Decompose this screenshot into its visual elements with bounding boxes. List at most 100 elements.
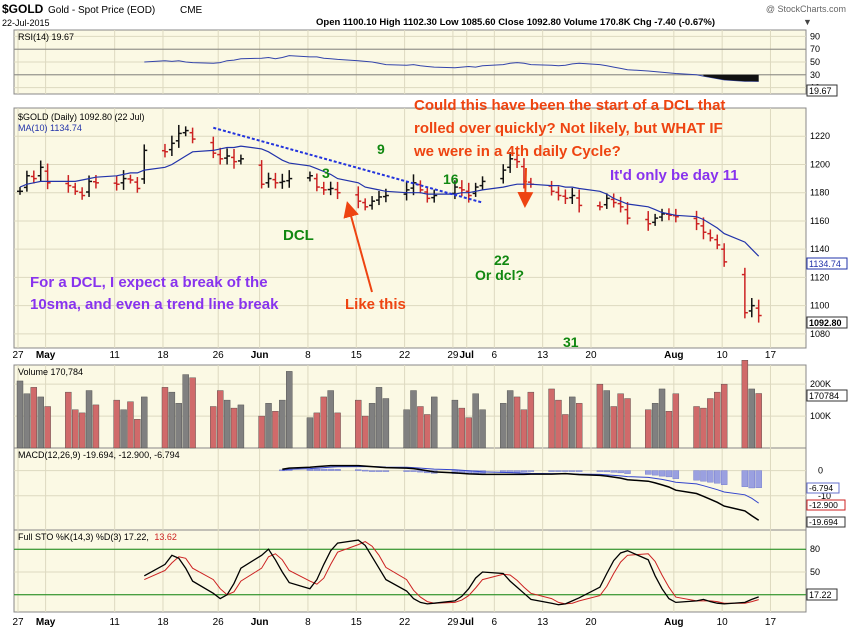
volume-bar-10 <box>113 399 120 449</box>
macd-hist-bar-42 <box>417 470 424 473</box>
x-tick-label-bottom-10: Jul <box>460 617 475 628</box>
volume-bar-54 <box>527 391 535 449</box>
volume-bar-4 <box>44 406 51 449</box>
macd-hist-bar-55 <box>548 470 555 472</box>
price-bar-7 <box>79 187 86 200</box>
price-bar-44 <box>431 189 438 203</box>
volume-bar-12 <box>127 401 134 449</box>
price-ytick-1: 1100 <box>810 301 829 311</box>
annotation-question-line-2: rolled over quickly? Not likely, but WHA… <box>414 120 723 137</box>
x-tick-label-bottom-11: 6 <box>492 617 498 628</box>
sto-label-k: Full STO %K(14,3) %D(3) 17.22, <box>18 532 149 542</box>
x-tick-label-bottom-8: 22 <box>399 617 411 628</box>
sto-ytick-2: 80 <box>810 544 820 554</box>
macd-hist-bar-61 <box>603 470 610 473</box>
volume-bar-44 <box>431 396 438 449</box>
volume-bar-16 <box>168 391 176 449</box>
x-tick-label-bottom-16: 17 <box>765 617 777 628</box>
annotation-like-this: Like this <box>345 296 406 313</box>
price-bar-28 <box>279 173 286 189</box>
x-tick-label-top-7: 15 <box>351 350 363 361</box>
y-axes: 1080110011201140116011801200122010305070… <box>810 31 831 599</box>
volume-bar-76 <box>748 388 755 449</box>
volume-last-tag: 170784 <box>806 389 848 402</box>
volume-bar-26 <box>265 403 272 449</box>
price-bar-12 <box>127 174 134 184</box>
price-bar-32 <box>320 181 327 195</box>
trend-line <box>213 126 483 204</box>
svg-text:17.22: 17.22 <box>809 590 832 600</box>
price-bar-14 <box>141 144 148 184</box>
annotation-dcl-expect-line-1: For a DCL, I expect a break of the <box>30 274 268 291</box>
sto-label: Full STO %K(14,3) %D(3) 17.22, 13.62 <box>18 532 177 542</box>
price-bar-16 <box>168 135 175 156</box>
volume-bar-20 <box>210 406 217 449</box>
price-bar-40 <box>403 182 410 201</box>
volume-bar-1 <box>23 393 31 449</box>
volume-bar-7 <box>78 412 86 449</box>
volume-bar-33 <box>327 390 334 449</box>
volume-bar-55 <box>548 388 555 449</box>
macd-hist-bar-35 <box>355 469 362 471</box>
price-bar-11 <box>120 170 127 190</box>
x-tick-label-top-14: Aug <box>664 350 683 361</box>
volume-bar-39 <box>382 398 390 449</box>
price-bar-64 <box>624 202 631 225</box>
volume-bar-35 <box>355 399 362 449</box>
chevron-down-icon[interactable]: ▼ <box>803 17 812 27</box>
price-bar-3 <box>37 160 44 182</box>
price-bar-76 <box>748 298 755 318</box>
volume-bar-29 <box>286 371 293 449</box>
header-stats: Open 1100.10 High 1102.30 Low 1085.60 Cl… <box>316 17 715 28</box>
sto-k-line <box>143 539 759 606</box>
x-tick-label-bottom-15: 10 <box>717 617 729 628</box>
price-bar-0 <box>17 187 23 195</box>
sto-label-d: 13.62 <box>154 532 177 542</box>
x-tick-label-top-8: 22 <box>399 350 411 361</box>
price-bar-27 <box>272 172 279 189</box>
x-tick-label-bottom-0: 27 <box>12 617 24 628</box>
sto-d-line <box>144 541 759 605</box>
volume-bar-72 <box>707 398 714 449</box>
macd-hist-bar-41 <box>410 470 417 472</box>
rsi-line <box>144 55 759 82</box>
annotation-22: 22 <box>494 252 510 268</box>
volume-bar-73 <box>714 391 721 449</box>
price-bar-23 <box>231 148 238 169</box>
volume-bar-75 <box>741 360 749 449</box>
price-bar-57 <box>562 189 569 204</box>
volume-bar-65 <box>645 409 652 449</box>
volume-bar-67 <box>658 388 666 449</box>
volume-bar-42 <box>417 406 424 449</box>
volume-bar-68 <box>665 411 673 449</box>
price-bar-26 <box>265 172 272 188</box>
macd-histogram-tag: -6.794 <box>806 482 840 494</box>
price-ytick-0: 1080 <box>810 329 830 339</box>
volume-bar-58 <box>569 396 576 449</box>
volume-bar-48 <box>472 393 479 449</box>
macd-hist-bar-73 <box>714 470 721 484</box>
volume-bar-50 <box>500 403 507 449</box>
macd-hist-bar-36 <box>361 469 369 472</box>
volume-bar-36 <box>361 415 369 449</box>
x-tick-label-bottom-5: Jun <box>251 617 269 628</box>
macd-hist-bar-58 <box>569 470 576 472</box>
x-tick-label-top-9: 29 <box>447 350 459 361</box>
macd-hist-bar-64 <box>624 470 631 474</box>
price-bar-5 <box>65 175 72 193</box>
price-bar-13 <box>134 177 141 193</box>
price-bar-62 <box>610 193 617 208</box>
volume-bar-34 <box>334 412 341 449</box>
macd-hist-bar-71 <box>700 470 707 482</box>
price-bar-74 <box>721 243 728 267</box>
volume-bar-56 <box>555 399 562 449</box>
volume-bar-21 <box>217 390 224 449</box>
volume-bar-27 <box>272 411 279 449</box>
macd-hist-bar-59 <box>575 470 583 472</box>
x-tick-label-top-13: 20 <box>585 350 597 361</box>
price-bar-38 <box>375 191 382 206</box>
x-tick-label-top-11: 6 <box>492 350 498 361</box>
macd-hist-bar-77 <box>755 470 762 488</box>
volume-bar-60 <box>596 383 604 449</box>
macd-hist-bar-34 <box>334 469 341 471</box>
